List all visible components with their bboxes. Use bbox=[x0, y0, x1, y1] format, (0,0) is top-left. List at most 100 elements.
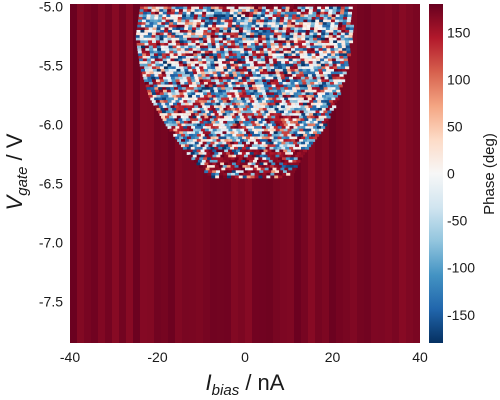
heatmap-cell bbox=[204, 48, 209, 51]
heatmap-cell bbox=[238, 37, 243, 41]
heatmap-cell bbox=[337, 79, 342, 83]
heatmap-cell bbox=[329, 29, 334, 33]
heatmap-cell bbox=[270, 66, 275, 70]
heatmap-cell bbox=[254, 92, 259, 96]
heatmap-cell bbox=[152, 45, 157, 49]
heatmap-cell bbox=[293, 141, 298, 145]
heatmap-cell bbox=[325, 92, 330, 96]
heatmap-cell bbox=[293, 152, 298, 155]
heatmap-cell bbox=[212, 84, 217, 88]
heatmap-cell bbox=[138, 16, 143, 20]
heatmap-cell bbox=[240, 71, 245, 75]
heatmap-cell bbox=[174, 55, 179, 59]
heatmap-cell bbox=[325, 107, 330, 111]
heatmap-cell bbox=[179, 92, 184, 96]
heatmap-cell bbox=[222, 9, 227, 12]
heatmap-cell bbox=[248, 167, 254, 171]
heatmap-cell bbox=[283, 22, 288, 25]
heatmap-cell bbox=[243, 94, 248, 98]
heatmap-cell bbox=[227, 45, 232, 49]
heatmap-cell bbox=[300, 14, 305, 18]
heatmap-cell bbox=[290, 27, 295, 31]
heatmap-cell bbox=[250, 40, 255, 44]
heatmap-cell bbox=[303, 16, 308, 20]
heatmap-cell bbox=[277, 61, 282, 64]
heatmap-cell bbox=[303, 110, 308, 114]
heatmap-cell bbox=[285, 6, 290, 10]
heatmap-cell bbox=[196, 24, 201, 28]
heatmap-cell bbox=[287, 102, 292, 106]
heatmap-cell bbox=[273, 146, 278, 150]
heatmap-cell bbox=[218, 63, 223, 67]
heatmap-cell bbox=[273, 76, 278, 80]
heatmap-cell bbox=[335, 55, 340, 59]
heatmap-cell bbox=[152, 94, 157, 98]
heatmap-cell bbox=[214, 6, 219, 10]
heatmap-cell bbox=[174, 89, 179, 93]
heatmap-cell bbox=[228, 19, 233, 23]
heatmap-cell bbox=[331, 16, 336, 20]
heatmap-cell bbox=[285, 35, 290, 38]
heatmap-cell bbox=[250, 42, 255, 46]
heatmap-cell bbox=[210, 11, 215, 15]
heatmap-cell bbox=[238, 6, 243, 10]
heatmap-cell bbox=[270, 172, 275, 176]
heatmap-cell bbox=[202, 63, 207, 67]
heatmap-cell bbox=[171, 66, 176, 70]
heatmap-cell bbox=[261, 105, 266, 109]
heatmap-cell bbox=[189, 55, 194, 59]
heatmap-cell bbox=[234, 6, 239, 10]
heatmap-cell bbox=[214, 141, 219, 145]
heatmap-cell bbox=[248, 71, 253, 75]
heatmap-cell bbox=[171, 29, 177, 33]
heatmap-cell bbox=[187, 40, 192, 44]
y-axis-title: Vgate / V bbox=[2, 133, 31, 210]
heatmap-cell bbox=[188, 48, 193, 51]
heatmap-cell bbox=[282, 120, 287, 124]
heatmap-cell bbox=[236, 128, 241, 132]
heatmap-cell bbox=[307, 50, 312, 54]
heatmap-cell bbox=[236, 102, 241, 106]
heatmap-cell bbox=[281, 61, 286, 64]
heatmap-cell bbox=[246, 165, 251, 168]
heatmap-cell bbox=[313, 66, 318, 70]
heatmap-cell bbox=[264, 159, 269, 163]
heatmap-cell bbox=[254, 37, 259, 41]
heatmap-cell bbox=[199, 6, 204, 10]
heatmap-cell bbox=[259, 71, 265, 75]
heatmap-cell bbox=[171, 6, 176, 10]
heatmap-cell bbox=[167, 79, 172, 83]
heatmap-cell bbox=[323, 123, 328, 127]
heatmap-cell bbox=[195, 107, 200, 111]
heatmap-cell bbox=[330, 68, 335, 72]
heatmap-cell bbox=[194, 37, 200, 41]
heatmap-cell bbox=[254, 131, 259, 135]
heatmap-cell bbox=[280, 11, 286, 15]
heatmap-cell bbox=[325, 79, 330, 83]
heatmap-cell bbox=[268, 16, 273, 20]
heatmap-cell bbox=[145, 50, 150, 54]
heatmap-cell bbox=[281, 9, 286, 12]
heatmap-cell bbox=[311, 97, 316, 101]
heatmap-cell bbox=[294, 27, 299, 31]
heatmap-cell bbox=[214, 126, 219, 129]
heatmap-cell bbox=[192, 133, 198, 137]
heatmap-cell bbox=[270, 29, 275, 33]
heatmap-cell bbox=[172, 81, 177, 85]
heatmap-cell bbox=[288, 74, 293, 77]
heatmap-cell bbox=[314, 24, 319, 28]
heatmap-cell bbox=[340, 9, 345, 12]
heatmap-cell bbox=[272, 58, 277, 62]
heatmap-cell bbox=[167, 100, 172, 103]
heatmap-cell bbox=[176, 24, 181, 28]
heatmap-cell bbox=[159, 66, 165, 70]
heatmap-cell bbox=[145, 84, 150, 88]
heatmap-cell bbox=[263, 84, 268, 88]
heatmap-cell bbox=[239, 149, 245, 153]
heatmap-cell bbox=[247, 170, 252, 174]
heatmap-cell bbox=[153, 22, 158, 25]
heatmap-cell bbox=[232, 144, 237, 148]
heatmap-cell bbox=[287, 139, 292, 142]
heatmap-cell bbox=[227, 29, 232, 33]
heatmap-cell bbox=[302, 115, 307, 119]
